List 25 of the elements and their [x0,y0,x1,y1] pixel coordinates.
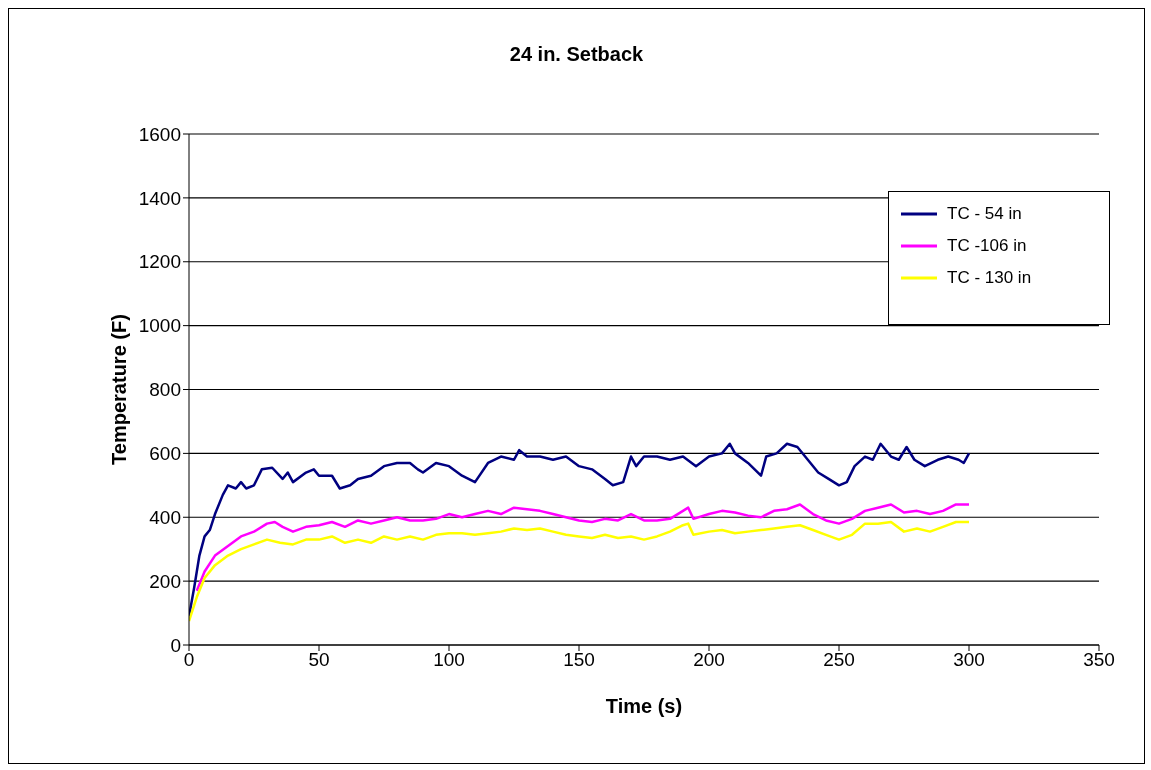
y-tick-label: 1600 [138,123,181,145]
legend-label: TC - 130 in [947,267,1032,289]
y-tick-label: 600 [149,443,181,465]
x-axis-title: Time (s) [605,695,683,717]
legend-label: TC - 54 in [947,203,1022,225]
x-tick-label: 100 [433,649,465,671]
x-tick-label: 0 [183,649,195,671]
y-axis-title: Temperature (F) [108,314,131,465]
x-tick-label: 300 [953,649,985,671]
y-tick-label: 1200 [138,251,181,273]
x-tick-label: 250 [823,649,855,671]
x-tick-label: 350 [1083,649,1115,671]
y-tick-label: 1400 [138,187,181,209]
x-tick-label: 150 [563,649,595,671]
legend-label: TC -106 in [947,235,1027,257]
y-tick-label: 0 [170,634,181,656]
y-tick-label: 800 [149,379,181,401]
y-tick-label: 1000 [138,315,181,337]
line-series [195,503,971,592]
y-tick-label: 200 [149,570,181,592]
chart-title: 24 in. Setback [508,43,645,66]
x-tick-label: 50 [308,649,330,671]
x-tick-label: 200 [693,649,725,671]
y-tick-label: 400 [149,506,181,528]
line-series [189,520,971,623]
